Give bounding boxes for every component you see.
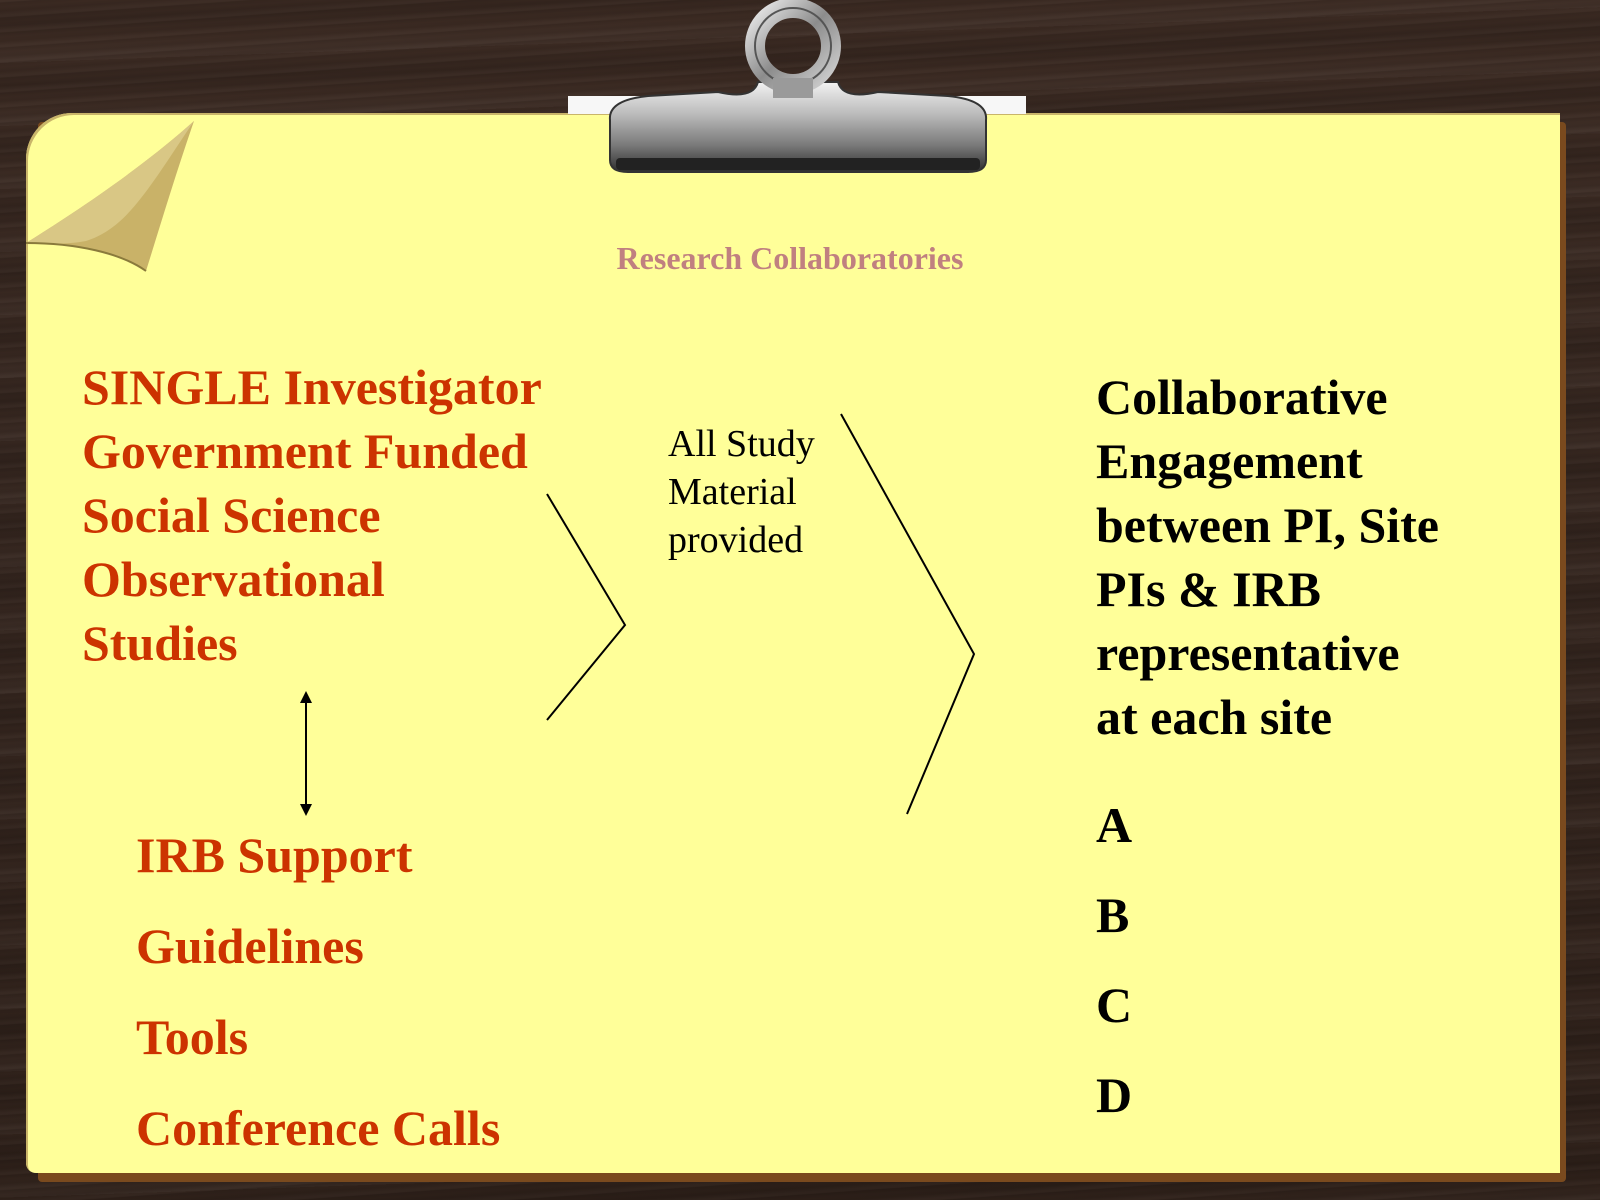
note-paper [26,113,1560,1173]
investigator-description: SINGLE Investigator Government Funded So… [82,355,542,675]
study-material-note: All Study Material provided [668,420,815,564]
site-item: A [1096,797,1133,853]
engagement-line: PIs & IRB [1096,561,1322,617]
paper-curl [25,121,194,272]
support-item: Conference Calls [136,1100,501,1156]
engagement-line: Engagement [1096,433,1363,489]
note-line: provided [668,519,804,561]
site-item: C [1096,977,1133,1033]
slide-title: Research Collaboratories [616,240,964,276]
description-line: Studies [82,615,238,671]
support-item: Tools [136,1009,249,1065]
description-line: Observational [82,551,385,607]
site-item: B [1096,887,1130,943]
engagement-line: between PI, Site [1096,497,1439,553]
support-item: IRB Support [136,827,413,883]
description-line: SINGLE Investigator [82,359,542,415]
collaborative-engagement: Collaborative Engagement between PI, Sit… [1096,365,1439,749]
description-line: Government Funded [82,423,528,479]
clipboard-clip [568,0,1026,173]
engagement-line: Collaborative [1096,369,1388,425]
description-line: Social Science [82,487,381,543]
support-item: Guidelines [136,918,364,974]
note-line: Material [668,471,797,513]
engagement-line: representative [1096,625,1400,681]
site-item: D [1096,1067,1133,1123]
note-line: All Study [668,423,815,465]
engagement-line: at each site [1096,689,1333,745]
support-list: IRB Support Guidelines Tools Conference … [136,810,500,1174]
site-list: A B C D [1096,780,1132,1140]
